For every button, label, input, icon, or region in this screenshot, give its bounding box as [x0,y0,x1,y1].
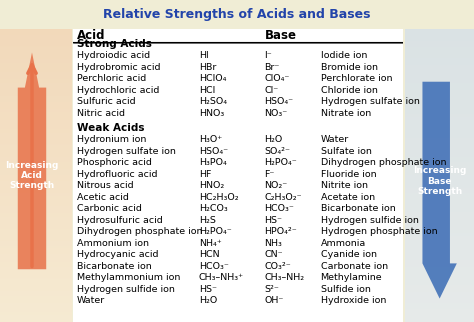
Text: HC₂H₃O₂: HC₂H₃O₂ [199,193,238,202]
Text: Increasing
Base
Strength: Increasing Base Strength [413,166,466,196]
Text: H₂O: H₂O [264,135,283,144]
Text: Hydroiodic acid: Hydroiodic acid [77,52,150,61]
Text: Bicarbonate ion: Bicarbonate ion [77,262,152,271]
Text: Hydrofluoric acid: Hydrofluoric acid [77,170,157,179]
Text: F⁻: F⁻ [264,170,275,179]
Text: HS⁻: HS⁻ [264,216,283,225]
Text: H₂CO₃: H₂CO₃ [199,204,228,213]
Text: Carbonate ion: Carbonate ion [320,262,388,271]
Text: Sulfate ion: Sulfate ion [320,147,372,156]
Text: CN⁻: CN⁻ [264,250,283,259]
Text: H₂O: H₂O [199,296,217,305]
Text: Hydrogen phosphate ion: Hydrogen phosphate ion [320,227,437,236]
Text: HCl: HCl [199,86,215,95]
Text: H₂S: H₂S [199,216,216,225]
Text: HF: HF [199,170,211,179]
Text: Dihydrogen phosphate ion: Dihydrogen phosphate ion [320,158,446,167]
Text: Weak Acids: Weak Acids [77,123,144,133]
Text: CO₃²⁻: CO₃²⁻ [264,262,292,271]
Text: H₃PO₄: H₃PO₄ [199,158,227,167]
Text: NO₃⁻: NO₃⁻ [264,109,288,118]
Text: SO₄²⁻: SO₄²⁻ [264,147,291,156]
Text: HCO₃⁻: HCO₃⁻ [199,262,228,271]
Text: Acetic acid: Acetic acid [77,193,128,202]
Text: Cyanide ion: Cyanide ion [320,250,376,259]
Text: Acid: Acid [77,29,105,43]
Text: Hydrogen sulfide ion: Hydrogen sulfide ion [320,216,419,225]
Text: CH₃–NH₂: CH₃–NH₂ [264,273,305,282]
Text: NO₂⁻: NO₂⁻ [264,181,288,190]
Text: Nitric acid: Nitric acid [77,109,125,118]
Text: H₃O⁺: H₃O⁺ [199,135,222,144]
Text: Chloride ion: Chloride ion [320,86,377,95]
Text: Fluoride ion: Fluoride ion [320,170,376,179]
Text: Br⁻: Br⁻ [264,63,280,72]
Text: H₂SO₄: H₂SO₄ [199,98,227,107]
Text: Water: Water [320,135,349,144]
Text: H₂PO₄⁻: H₂PO₄⁻ [264,158,297,167]
Polygon shape [422,82,457,298]
Text: Nitrate ion: Nitrate ion [320,109,371,118]
Text: S²⁻: S²⁻ [264,285,279,294]
Text: Strong Acids: Strong Acids [77,40,152,50]
Text: Dihydrogen phosphate ion: Dihydrogen phosphate ion [77,227,202,236]
Text: H₂PO₄⁻: H₂PO₄⁻ [199,227,231,236]
Text: Ammonium ion: Ammonium ion [77,239,149,248]
Text: CH₃–NH₃⁺: CH₃–NH₃⁺ [199,273,244,282]
Text: Iodide ion: Iodide ion [320,52,367,61]
Text: Water: Water [77,296,105,305]
Text: Carbonic acid: Carbonic acid [77,204,142,213]
Text: HNO₃: HNO₃ [199,109,224,118]
Text: Relative Strengths of Acids and Bases: Relative Strengths of Acids and Bases [103,8,371,21]
Text: Perchlorate ion: Perchlorate ion [320,74,392,83]
Text: NH₄⁺: NH₄⁺ [199,239,221,248]
Text: Bicarbonate ion: Bicarbonate ion [320,204,395,213]
Text: Nitrite ion: Nitrite ion [320,181,367,190]
Text: HSO₄⁻: HSO₄⁻ [199,147,228,156]
Text: Base: Base [264,29,297,43]
Text: ClO₄⁻: ClO₄⁻ [264,74,290,83]
Text: Methylammonium ion: Methylammonium ion [77,273,180,282]
Text: Hydrochloric acid: Hydrochloric acid [77,86,159,95]
Text: I⁻: I⁻ [264,52,272,61]
Text: Phosphoric acid: Phosphoric acid [77,158,152,167]
Text: HSO₄⁻: HSO₄⁻ [264,98,294,107]
Text: HBr: HBr [199,63,216,72]
Text: Hydrocyanic acid: Hydrocyanic acid [77,250,158,259]
Text: Perchloric acid: Perchloric acid [77,74,146,83]
Text: Sulfide ion: Sulfide ion [320,285,370,294]
Text: Hydronium ion: Hydronium ion [77,135,146,144]
Text: Nitrous acid: Nitrous acid [77,181,133,190]
Text: Ammonia: Ammonia [320,239,366,248]
Text: HPO₄²⁻: HPO₄²⁻ [264,227,297,236]
Polygon shape [18,52,46,269]
Text: Bromide ion: Bromide ion [320,63,378,72]
Text: Hydrogen sulfate ion: Hydrogen sulfate ion [320,98,419,107]
Text: Cl⁻: Cl⁻ [264,86,279,95]
Text: Sulfuric acid: Sulfuric acid [77,98,136,107]
Text: Hydrobromic acid: Hydrobromic acid [77,63,160,72]
Text: HI: HI [199,52,209,61]
Text: Hydrogen sulfide ion: Hydrogen sulfide ion [77,285,174,294]
Text: NH₃: NH₃ [264,239,283,248]
Text: HClO₄: HClO₄ [199,74,226,83]
Text: Increasing
Acid
Strength: Increasing Acid Strength [5,161,59,190]
Text: Hydroxide ion: Hydroxide ion [320,296,386,305]
Text: Acetate ion: Acetate ion [320,193,374,202]
Text: OH⁻: OH⁻ [264,296,284,305]
Text: HCO₃⁻: HCO₃⁻ [264,204,294,213]
Text: Hydrosulfuric acid: Hydrosulfuric acid [77,216,163,225]
Text: Hydrogen sulfate ion: Hydrogen sulfate ion [77,147,176,156]
Text: HCN: HCN [199,250,219,259]
Text: HS⁻: HS⁻ [199,285,217,294]
Text: Methylamine: Methylamine [320,273,382,282]
Text: C₂H₃O₂⁻: C₂H₃O₂⁻ [264,193,302,202]
Text: HNO₂: HNO₂ [199,181,224,190]
